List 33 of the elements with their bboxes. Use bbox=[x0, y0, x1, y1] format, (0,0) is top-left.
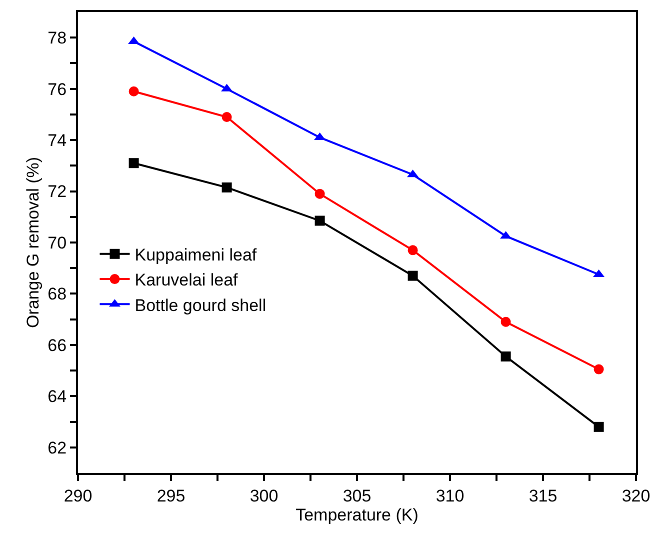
point bbox=[128, 86, 139, 96]
y-tick-label: 72 bbox=[48, 182, 67, 202]
point bbox=[222, 182, 232, 192]
point bbox=[408, 245, 418, 256]
y-tick-label: 76 bbox=[48, 80, 67, 99]
x-tick-label: 315 bbox=[528, 486, 558, 506]
point bbox=[128, 158, 139, 168]
y-axis-title: Orange G removal (%) bbox=[24, 157, 43, 328]
y-tick-label: 74 bbox=[48, 131, 67, 150]
y-tick-label: 68 bbox=[48, 284, 67, 304]
point bbox=[594, 364, 604, 374]
point bbox=[314, 188, 325, 199]
legend-label: Kuppaimeni leaf bbox=[134, 246, 257, 265]
y-tick-label: 64 bbox=[48, 387, 67, 406]
point bbox=[314, 216, 325, 226]
x-tick-label: 295 bbox=[156, 486, 186, 506]
point bbox=[500, 316, 511, 327]
y-tick-label: 70 bbox=[48, 233, 67, 252]
y-tick-label: 66 bbox=[48, 336, 67, 355]
x-tick-label: 300 bbox=[250, 486, 278, 506]
y-tick-label: 78 bbox=[48, 28, 67, 48]
point bbox=[408, 270, 418, 281]
x-axis-title: Temperature (K) bbox=[296, 505, 418, 524]
legend-label: Bottle gourd shell bbox=[134, 296, 266, 315]
point bbox=[222, 112, 232, 122]
x-tick-label: 320 bbox=[622, 486, 650, 506]
legend-label: Karuvelai leaf bbox=[134, 270, 238, 290]
x-tick-label: 305 bbox=[342, 486, 372, 506]
y-tick-label: 62 bbox=[48, 438, 67, 458]
x-tick-label: 290 bbox=[64, 486, 92, 506]
x-tick-label: 310 bbox=[436, 486, 464, 506]
point bbox=[500, 351, 511, 362]
point bbox=[594, 422, 604, 432]
